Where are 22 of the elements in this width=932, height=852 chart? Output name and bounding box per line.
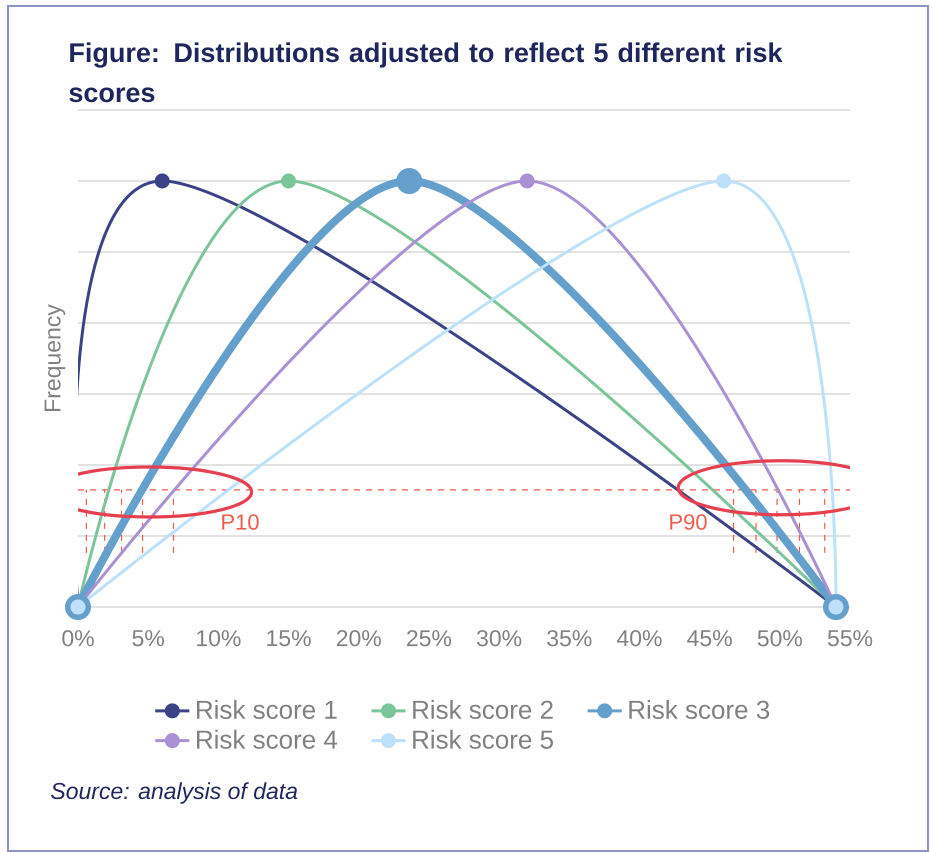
annotation: P10 — [222, 514, 259, 530]
legend-label: Risk score 2 — [413, 700, 553, 719]
x-tick-label: 0% — [62, 630, 94, 646]
source-note: Source: analysis of data — [51, 782, 298, 804]
legend-label: Risk score 3 — [629, 700, 770, 719]
x-tick-label: 45% — [687, 630, 732, 646]
x-tick-label: 20% — [336, 630, 381, 646]
chart-title: Figure: Distributions adjusted to reflect 5 different risk scores — [69, 42, 783, 102]
x-tick-label: 40% — [616, 630, 662, 646]
x-tick-label: 5% — [132, 630, 164, 646]
x-tick-label: 55% — [828, 630, 872, 646]
legend-label: Risk score 4 — [197, 730, 338, 749]
x-tick-label: 10% — [197, 630, 241, 646]
y-axis-title: Frequency — [44, 304, 66, 411]
x-tick-label: 30% — [476, 630, 522, 646]
annotation: P90 — [670, 514, 707, 530]
legend-label: Risk score 5 — [413, 730, 553, 749]
legend-label: Risk score 1 — [197, 700, 337, 719]
x-tick-label: 35% — [547, 630, 592, 646]
x-tick-label: 50% — [758, 630, 802, 646]
x-tick-label: 15% — [267, 630, 311, 646]
x-tick-label: 25% — [407, 630, 452, 646]
